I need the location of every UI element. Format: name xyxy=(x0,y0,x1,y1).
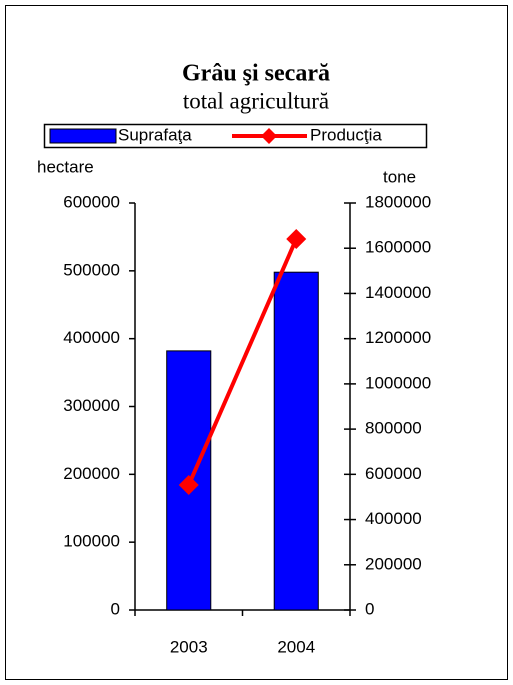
bar xyxy=(273,271,319,611)
y-tick-label: 100000 xyxy=(63,532,120,551)
y2-tick-label: 600000 xyxy=(365,464,422,483)
y2-tick-label: 200000 xyxy=(365,554,422,573)
line xyxy=(186,238,299,486)
y2-tick-label: 0 xyxy=(365,599,374,618)
chart-title: Grâu şi secară xyxy=(182,61,330,87)
y-tick-label: 200000 xyxy=(63,464,120,483)
legend-swatch xyxy=(49,128,117,144)
y2-tick-label: 1200000 xyxy=(365,328,431,347)
y-tick-label: 400000 xyxy=(63,328,120,347)
y-tick-label: 500000 xyxy=(63,260,120,279)
y2-tick-label: 800000 xyxy=(365,419,422,438)
legend-label: Producţia xyxy=(310,125,382,144)
x-tick-label: 2003 xyxy=(170,637,208,656)
legend-label: Suprafaţa xyxy=(118,125,192,144)
y-tick-label: 600000 xyxy=(63,192,120,211)
y2-tick-label: 1800000 xyxy=(365,192,431,211)
point xyxy=(178,474,199,495)
x-tick-label: 2004 xyxy=(277,637,315,656)
y-tick-label: 0 xyxy=(111,599,120,618)
y-axis-label: hectare xyxy=(37,157,94,176)
y2-tick-label: 1000000 xyxy=(365,373,431,392)
legend-marker xyxy=(261,128,277,144)
y2-tick-label: 400000 xyxy=(365,509,422,528)
y2-tick-label: 1400000 xyxy=(365,283,431,302)
point xyxy=(286,228,307,249)
y-tick-label: 300000 xyxy=(63,396,120,415)
chart-subtitle: total agricultură xyxy=(183,88,329,113)
y2-axis-label: tone xyxy=(383,167,416,186)
frame xyxy=(5,5,508,680)
bar xyxy=(166,350,212,611)
y2-tick-label: 1600000 xyxy=(365,238,431,257)
